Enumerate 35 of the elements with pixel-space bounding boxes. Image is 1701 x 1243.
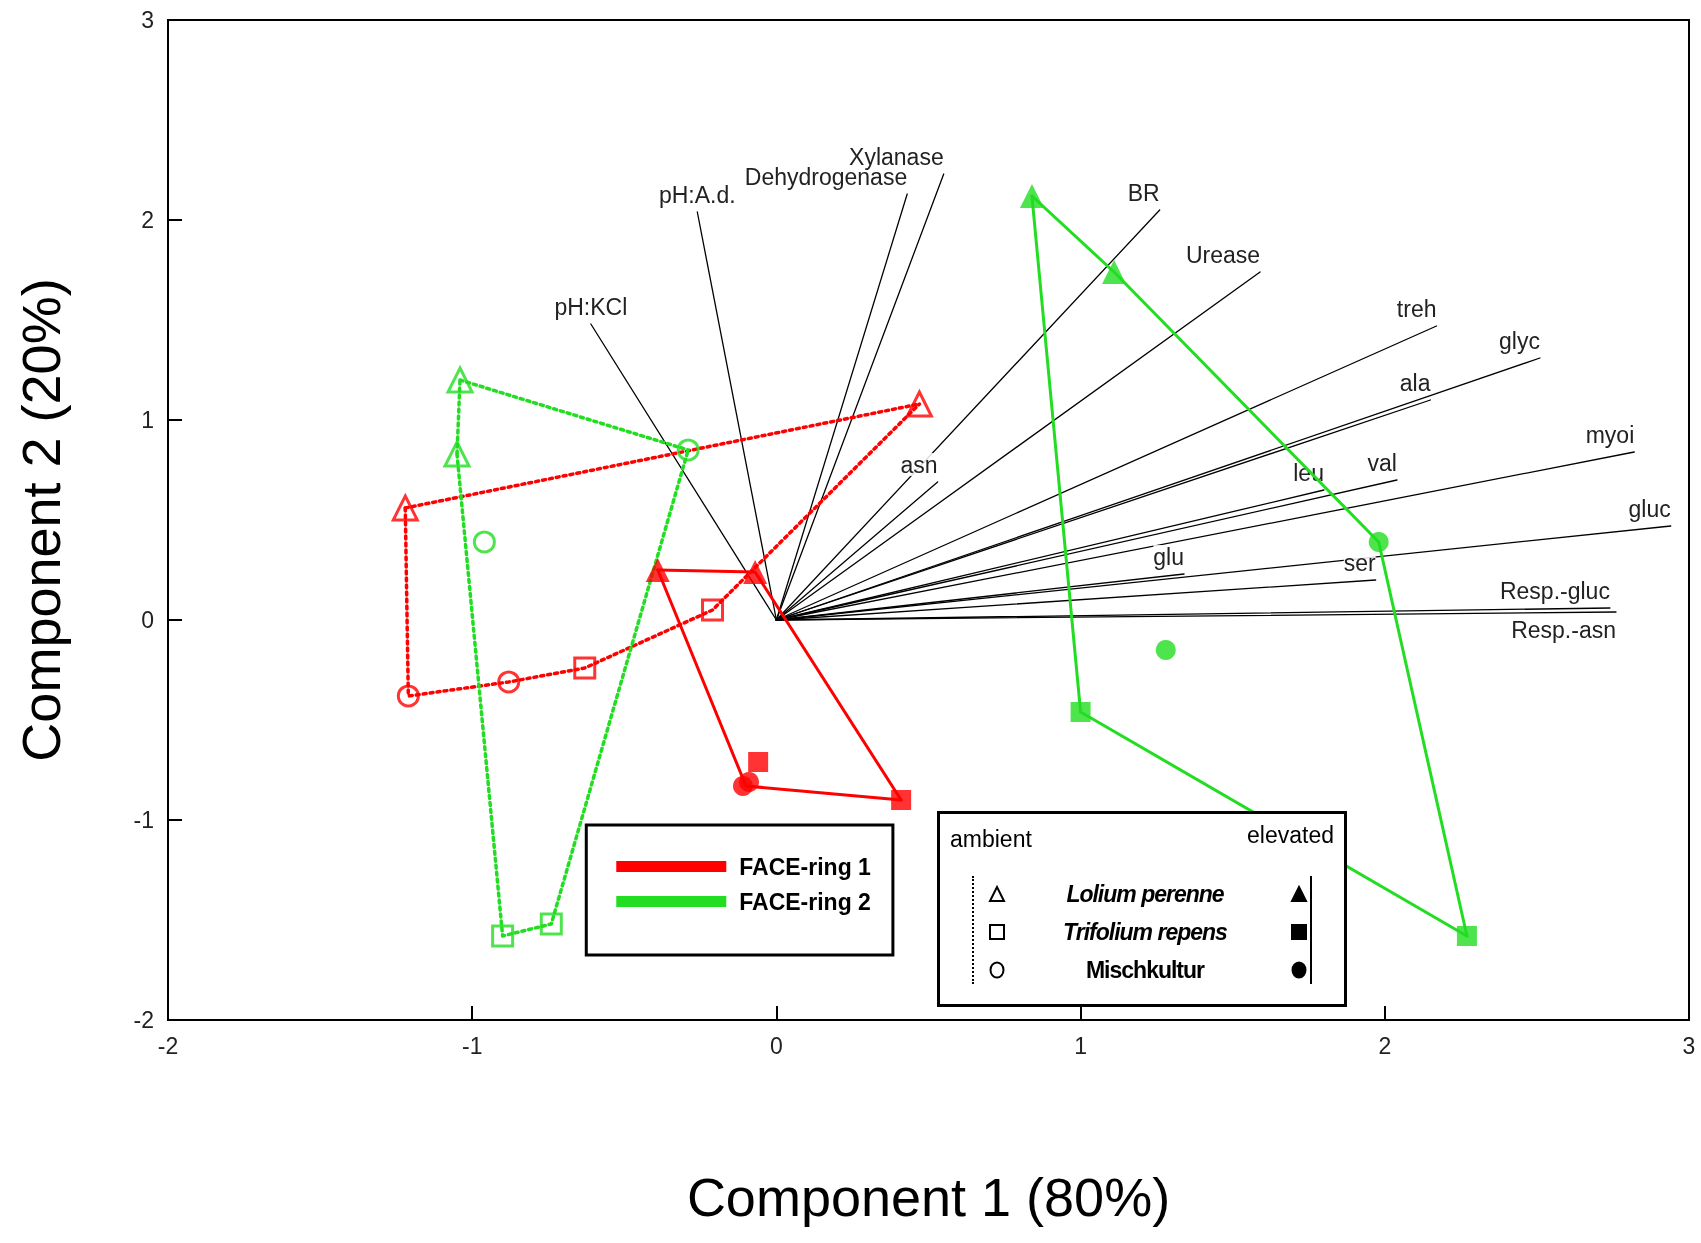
series-label: Urease: [1185, 241, 1261, 268]
series-label: BR: [1127, 179, 1160, 206]
annotation: elevated: [1247, 822, 1334, 849]
series-label: gluc: [1628, 495, 1671, 522]
x-tick-label: 0: [770, 1032, 783, 1059]
y-axis-title: Component 2 (20%): [11, 278, 71, 762]
legend-label: FACE-ring 2: [739, 888, 871, 915]
series-label: glyc: [1499, 327, 1540, 354]
y-tick-label: 2: [141, 207, 154, 233]
series-label: Resp.-gluc: [1499, 577, 1610, 604]
y-tick-label: -1: [133, 807, 154, 833]
y-tick-label: 0: [141, 607, 154, 633]
x-tick-label: 2: [1378, 1032, 1392, 1059]
series-label: ser: [1343, 549, 1377, 576]
annotation: Mischkultur: [1084, 956, 1206, 984]
annotation: Trifolium repens: [1062, 918, 1228, 946]
x-tick-label: 1: [1074, 1032, 1087, 1059]
legend-label: FACE-ring 1: [739, 853, 872, 880]
x-tick-label: -1: [461, 1032, 483, 1059]
series-label: myoi: [1585, 421, 1635, 448]
x-axis-title: Component 1 (80%): [686, 1167, 1171, 1227]
series-label: Resp.-asn: [1511, 616, 1616, 643]
series-label: ala: [1399, 369, 1431, 396]
annotation: ambient: [950, 826, 1032, 853]
y-tick-label: 1: [141, 407, 154, 433]
series-label: glu: [1153, 543, 1185, 570]
series-label: treh: [1396, 295, 1437, 322]
series-label: val: [1367, 449, 1397, 476]
y-tick-label: -2: [133, 1007, 154, 1033]
series-label: asn: [900, 451, 938, 478]
x-tick-label: 3: [1682, 1032, 1696, 1059]
series-label: pH:A.d.: [658, 181, 736, 208]
annotation: Lolium perenne: [1065, 880, 1225, 908]
series-label: pH:KCl: [554, 293, 628, 320]
y-tick-label: 3: [141, 7, 154, 33]
